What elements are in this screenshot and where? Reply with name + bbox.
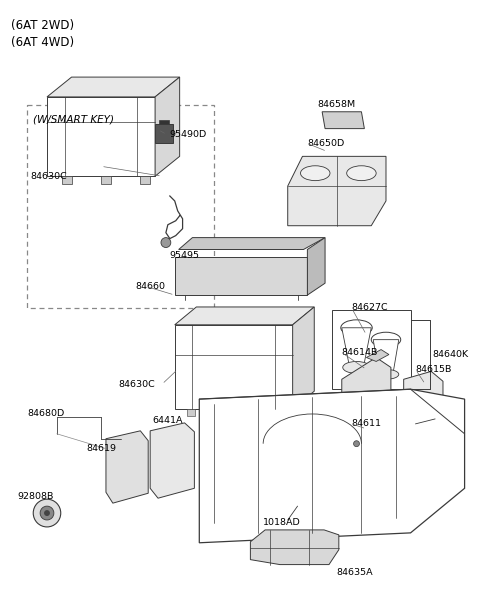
Text: 84635A: 84635A [337,568,373,577]
Text: 84680D: 84680D [27,410,65,419]
Bar [27,105,214,308]
Polygon shape [224,409,233,416]
Polygon shape [293,307,314,409]
Polygon shape [175,307,314,325]
Text: 84658M: 84658M [317,101,355,109]
Polygon shape [332,310,410,389]
Polygon shape [342,358,391,454]
Text: 84611: 84611 [351,419,382,428]
Text: 84650D: 84650D [307,139,345,148]
Circle shape [161,238,171,247]
Text: (W/SMART KEY): (W/SMART KEY) [33,115,114,125]
Polygon shape [150,423,194,498]
Polygon shape [322,112,364,128]
Polygon shape [62,176,72,184]
Text: 92808B: 92808B [17,491,54,501]
Polygon shape [288,156,386,225]
Ellipse shape [373,370,399,379]
Text: 84614B: 84614B [342,348,378,357]
Text: 84630C: 84630C [119,380,156,388]
Polygon shape [404,371,443,462]
Polygon shape [175,325,293,409]
Polygon shape [47,77,180,97]
Polygon shape [101,176,111,184]
Polygon shape [179,238,325,250]
Polygon shape [251,530,339,565]
Polygon shape [199,389,465,543]
Polygon shape [140,176,150,184]
Polygon shape [47,97,155,176]
Circle shape [354,441,360,447]
Text: 84660: 84660 [135,282,166,291]
Text: 84640K: 84640K [432,350,468,359]
Polygon shape [155,124,173,144]
Text: 95495: 95495 [170,251,200,260]
Text: 84619: 84619 [86,444,116,453]
Text: 95490D: 95490D [170,130,207,139]
Text: 84630C: 84630C [30,171,67,181]
Polygon shape [175,258,307,295]
Text: 84627C: 84627C [351,304,388,313]
Circle shape [44,510,50,516]
Polygon shape [106,431,148,503]
Polygon shape [342,328,371,367]
Ellipse shape [347,166,376,181]
Text: (6AT 2WD)
(6AT 4WD): (6AT 2WD) (6AT 4WD) [11,19,74,48]
Polygon shape [187,409,195,416]
Polygon shape [373,339,399,375]
Text: 1018AD: 1018AD [263,519,301,527]
Ellipse shape [341,320,372,336]
Ellipse shape [300,166,330,181]
Text: 6441A: 6441A [152,416,182,425]
Circle shape [33,499,61,527]
Polygon shape [366,350,389,361]
Ellipse shape [371,332,401,347]
Polygon shape [307,238,325,295]
Circle shape [40,506,54,520]
Polygon shape [155,77,180,176]
Text: 84615B: 84615B [416,365,452,374]
Polygon shape [159,120,169,124]
Polygon shape [261,409,270,416]
Ellipse shape [343,361,370,373]
